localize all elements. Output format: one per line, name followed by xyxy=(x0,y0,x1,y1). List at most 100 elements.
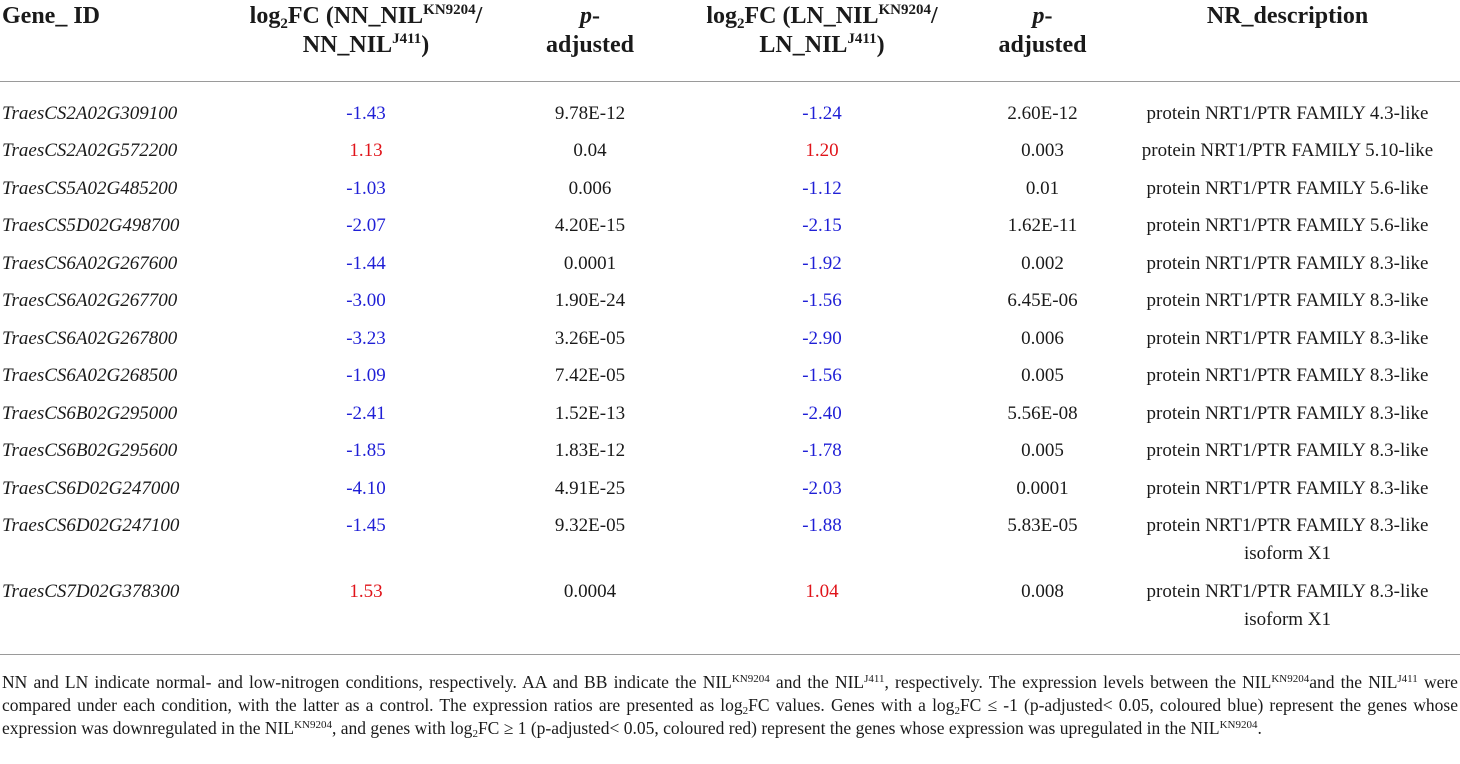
log2fc-ln-cell: -1.88 xyxy=(802,515,842,536)
p-adjusted-nn-cell: 1.90E-24 xyxy=(554,290,626,311)
log2fc-nn-cell: -1.44 xyxy=(346,252,386,274)
p-adjusted-nn-cell: 9.32E-05 xyxy=(554,515,626,536)
p-adjusted-nn-cell: 9.78E-12 xyxy=(554,102,626,124)
gene-id-cell: TraesCS2A02G572200 xyxy=(2,140,178,161)
log2fc-ln-cell: -1.56 xyxy=(802,365,842,386)
log2fc-ln-cell: -1.56 xyxy=(802,290,842,311)
log2fc-nn-cell: -1.85 xyxy=(346,440,386,461)
p-adjusted-ln-cell: 1.62E-11 xyxy=(1007,215,1078,236)
table-body: TraesCS2A02G309100 -1.43 9.78E-12 -1.24 … xyxy=(0,81,1460,654)
nr-description-cell: protein NRT1/PTR FAMILY 4.3-like xyxy=(1146,102,1429,124)
log2fc-nn-cell: -1.45 xyxy=(346,515,386,536)
log2fc-ln-cell: -1.92 xyxy=(802,252,842,274)
nr-description-cell: protein NRT1/PTR FAMILY 8.3-like xyxy=(1146,252,1429,274)
gene-id-cell: TraesCS6A02G267800 xyxy=(2,327,178,349)
log2fc-nn-cell: -1.03 xyxy=(346,177,386,199)
nr-description-cell: protein NRT1/PTR FAMILY 8.3-like isoform … xyxy=(1146,515,1429,564)
table-row: TraesCS6A02G267700 -3.00 1.90E-24 -1.56 … xyxy=(0,287,1460,325)
log2fc-nn-cell: -1.43 xyxy=(346,102,386,124)
log2fc-nn-cell: -2.41 xyxy=(346,402,386,424)
header-p-adjusted-ln: p-adjusted xyxy=(998,3,1087,58)
p-adjusted-nn-cell: 0.006 xyxy=(568,177,612,199)
p-adjusted-ln-cell: 6.45E-06 xyxy=(1007,290,1078,311)
log2fc-nn-cell: 1.13 xyxy=(349,140,383,161)
gene-id-cell: TraesCS2A02G309100 xyxy=(2,102,178,124)
table-row: TraesCS6B02G295600 -1.85 1.83E-12 -1.78 … xyxy=(0,437,1460,475)
table-row: TraesCS6A02G267600 -1.44 0.0001 -1.92 0.… xyxy=(0,250,1460,288)
gene-id-cell: TraesCS6B02G295600 xyxy=(2,440,178,461)
nr-description-cell: protein NRT1/PTR FAMILY 8.3-like xyxy=(1146,327,1429,349)
nr-description-cell: protein NRT1/PTR FAMILY 5.10-like xyxy=(1141,140,1434,161)
nr-description-cell: protein NRT1/PTR FAMILY 8.3-like xyxy=(1146,440,1429,461)
p-adjusted-nn-cell: 0.04 xyxy=(573,140,607,161)
table-row: TraesCS6D02G247000 -4.10 4.91E-25 -2.03 … xyxy=(0,475,1460,513)
log2fc-nn-cell: 1.53 xyxy=(349,580,383,602)
gene-id-cell: TraesCS6A02G267700 xyxy=(2,290,178,311)
p-adjusted-ln-cell: 0.005 xyxy=(1021,365,1064,386)
log2fc-ln-cell: -2.15 xyxy=(802,215,842,236)
log2fc-nn-cell: -4.10 xyxy=(346,477,386,499)
p-adjusted-ln-cell: 0.006 xyxy=(1021,327,1064,349)
log2fc-nn-cell: -1.09 xyxy=(346,365,386,386)
header-log2fc-ln: log2FC (LN_NILKN9204/LN_NILJ411) xyxy=(706,2,938,59)
table-row: TraesCS6A02G268500 -1.09 7.42E-05 -1.56 … xyxy=(0,362,1460,400)
nr-description-cell: protein NRT1/PTR FAMILY 8.3-like xyxy=(1146,402,1429,424)
table-row: TraesCS2A02G572200 1.13 0.04 1.20 0.003 … xyxy=(0,137,1460,175)
table-footnote: NN and LN indicate normal- and low-nitro… xyxy=(2,671,1458,740)
table-row: TraesCS5D02G498700 -2.07 4.20E-15 -2.15 … xyxy=(0,212,1460,250)
log2fc-nn-cell: -2.07 xyxy=(346,215,386,236)
log2fc-ln-cell: -1.24 xyxy=(802,102,842,124)
p-adjusted-ln-cell: 0.003 xyxy=(1021,140,1064,161)
p-adjusted-nn-cell: 4.20E-15 xyxy=(554,215,626,236)
p-adjusted-ln-cell: 5.83E-05 xyxy=(1007,515,1078,536)
table-row: TraesCS6A02G267800 -3.23 3.26E-05 -2.90 … xyxy=(0,325,1460,363)
table-row: TraesCS2A02G309100 -1.43 9.78E-12 -1.24 … xyxy=(0,81,1460,137)
log2fc-nn-cell: -3.23 xyxy=(346,327,386,349)
table-row: TraesCS7D02G378300 1.53 0.0004 1.04 0.00… xyxy=(0,578,1460,654)
log2fc-ln-cell: -1.12 xyxy=(802,177,842,199)
log2fc-ln-cell: -2.03 xyxy=(802,477,842,499)
table-header: Gene_ ID log2FC (NN_NILKN9204/NN_NILJ411… xyxy=(0,0,1460,81)
log2fc-nn-cell: -3.00 xyxy=(346,290,386,311)
log2fc-ln-cell: 1.20 xyxy=(805,140,839,161)
p-adjusted-ln-cell: 0.01 xyxy=(1025,177,1060,199)
header-nr-description: NR_description xyxy=(1206,3,1369,29)
p-adjusted-nn-cell: 0.0001 xyxy=(563,252,617,274)
table-row: TraesCS6D02G247100 -1.45 9.32E-05 -1.88 … xyxy=(0,512,1460,578)
header-p-adjusted-nn: p-adjusted xyxy=(545,3,635,58)
log2fc-ln-cell: -2.40 xyxy=(802,402,842,424)
p-adjusted-nn-cell: 1.83E-12 xyxy=(554,440,626,461)
nr-description-cell: protein NRT1/PTR FAMILY 8.3-like xyxy=(1146,290,1429,311)
p-adjusted-nn-cell: 1.52E-13 xyxy=(554,402,626,424)
p-adjusted-nn-cell: 3.26E-05 xyxy=(554,327,626,349)
p-adjusted-ln-cell: 5.56E-08 xyxy=(1007,402,1078,424)
log2fc-ln-cell: -2.90 xyxy=(802,327,842,349)
log2fc-ln-cell: 1.04 xyxy=(805,580,839,602)
gene-id-cell: TraesCS5A02G485200 xyxy=(2,177,178,199)
nr-description-cell: protein NRT1/PTR FAMILY 8.3-like xyxy=(1146,477,1429,499)
gene-expression-table: Gene_ ID log2FC (NN_NILKN9204/NN_NILJ411… xyxy=(0,0,1460,654)
gene-id-cell: TraesCS6D02G247000 xyxy=(2,477,180,499)
p-adjusted-nn-cell: 4.91E-25 xyxy=(554,477,626,499)
gene-id-cell: TraesCS6A02G268500 xyxy=(2,365,178,386)
p-adjusted-ln-cell: 2.60E-12 xyxy=(1007,102,1078,124)
gene-id-cell: TraesCS7D02G378300 xyxy=(2,580,180,602)
nr-description-cell: protein NRT1/PTR FAMILY 8.3-like xyxy=(1146,365,1429,386)
p-adjusted-ln-cell: 0.008 xyxy=(1021,580,1064,602)
nr-description-cell: protein NRT1/PTR FAMILY 8.3-like isoform … xyxy=(1146,580,1429,630)
log2fc-ln-cell: -1.78 xyxy=(802,440,842,461)
p-adjusted-nn-cell: 7.42E-05 xyxy=(554,365,626,386)
nr-description-cell: protein NRT1/PTR FAMILY 5.6-like xyxy=(1146,215,1429,236)
p-adjusted-ln-cell: 0.005 xyxy=(1021,440,1064,461)
gene-id-cell: TraesCS6A02G267600 xyxy=(2,252,178,274)
gene-id-cell: TraesCS5D02G498700 xyxy=(2,215,180,236)
gene-id-cell: TraesCS6D02G247100 xyxy=(2,515,180,536)
header-gene-id: Gene_ ID xyxy=(2,3,100,29)
p-adjusted-nn-cell: 0.0004 xyxy=(563,580,617,602)
gene-id-cell: TraesCS6B02G295000 xyxy=(2,402,178,424)
table-row: TraesCS5A02G485200 -1.03 0.006 -1.12 0.0… xyxy=(0,175,1460,213)
nr-description-cell: protein NRT1/PTR FAMILY 5.6-like xyxy=(1146,177,1429,199)
p-adjusted-ln-cell: 0.0001 xyxy=(1016,477,1069,499)
header-log2fc-nn: log2FC (NN_NILKN9204/NN_NILJ411) xyxy=(249,2,483,59)
